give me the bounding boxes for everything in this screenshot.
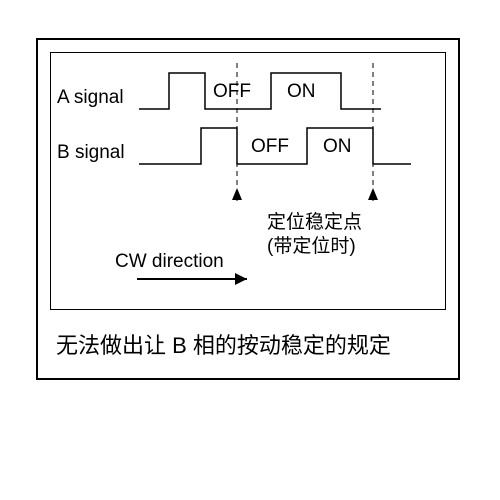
arrow-up-2 <box>368 188 378 200</box>
arrow-up-1 <box>232 188 242 200</box>
note-line-1: 定位稳定点 <box>267 207 362 234</box>
diagram-caption: 无法做出让 B 相的按动稳定的规定 <box>56 328 391 360</box>
label-b-signal: B signal <box>57 142 125 164</box>
label-a-on: ON <box>287 81 316 103</box>
cw-arrow-head <box>235 273 247 285</box>
label-a-signal: A signal <box>57 87 124 109</box>
label-cw: CW direction <box>115 251 224 273</box>
label-a-off: OFF <box>213 81 251 103</box>
label-b-off: OFF <box>251 136 289 158</box>
note-line-2: (带定位时) <box>267 231 356 258</box>
label-b-on: ON <box>323 136 352 158</box>
diagram-inner-box: A signal B signal OFF ON OFF ON CW direc… <box>50 52 446 310</box>
waveform-a <box>139 73 381 109</box>
diagram-outer-box: A signal B signal OFF ON OFF ON CW direc… <box>36 38 460 380</box>
